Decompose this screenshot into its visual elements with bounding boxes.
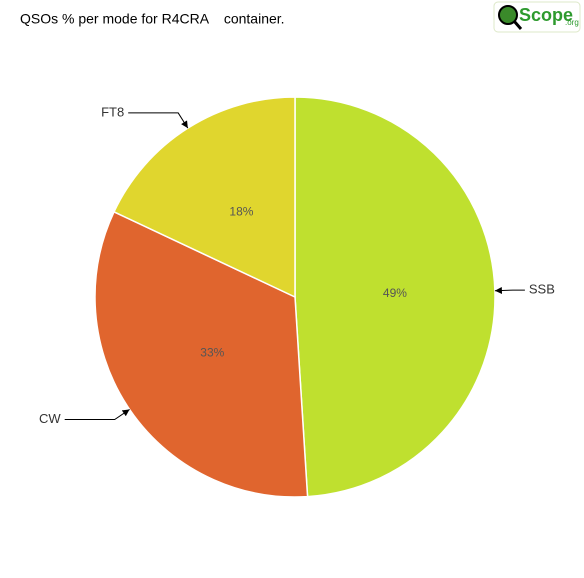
- logo-text: Scope: [519, 5, 573, 25]
- category-label: SSB: [529, 282, 555, 297]
- chart-title: QSOs % per mode for R4CRA container.: [20, 11, 285, 27]
- logo-handle: [512, 20, 523, 30]
- pie-slice: [294, 96, 496, 498]
- logo-suffix: .org: [565, 18, 579, 27]
- leader-line: [494, 286, 525, 294]
- value-label: 18%: [229, 205, 253, 219]
- value-label: 33%: [200, 345, 224, 359]
- pie-slice: [113, 96, 296, 299]
- value-label: 49%: [383, 286, 407, 300]
- pie-slice: [94, 210, 309, 498]
- category-label: CW: [39, 411, 61, 426]
- logo-icon: [498, 5, 518, 25]
- category-label: FT8: [101, 104, 124, 119]
- logo: Scope .org: [493, 1, 581, 33]
- leader-line: [128, 112, 189, 129]
- leader-line: [64, 409, 130, 421]
